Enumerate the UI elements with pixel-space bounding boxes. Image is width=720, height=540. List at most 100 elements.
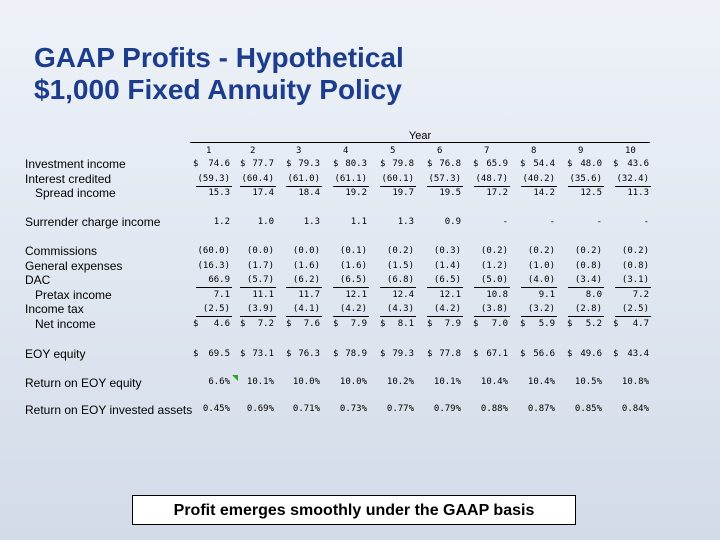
table-cell: 19.2 <box>345 188 367 198</box>
table-cell: 69.5 <box>208 349 230 359</box>
table-cell: 48.0 <box>580 159 602 169</box>
year-col-6: 6 <box>437 146 443 156</box>
table-cell: 18.4 <box>298 188 320 198</box>
table-cell: - <box>596 217 602 227</box>
table-cell: 19.7 <box>392 188 414 198</box>
dollar-sign: $ <box>473 319 479 329</box>
table-cell: (5.0) <box>480 275 508 285</box>
dollar-sign: $ <box>380 319 386 329</box>
table-cell: 79.3 <box>298 159 320 169</box>
row-label: Surrender charge income <box>25 215 161 229</box>
title-line-2: $1,000 Fixed Annuity Policy <box>34 74 402 105</box>
title-line-1: GAAP Profits - Hypothetical <box>34 42 404 73</box>
table-cell: (3.9) <box>246 304 274 314</box>
year-col-1: 1 <box>206 146 212 156</box>
dollar-sign: $ <box>473 159 479 169</box>
table-cell: 6.6% <box>208 377 230 387</box>
row-label: Pretax income <box>35 288 112 302</box>
table-cell: (60.0) <box>197 246 230 256</box>
dollar-sign: $ <box>193 159 199 169</box>
subtotal-rule <box>286 287 322 288</box>
table-cell: (57.3) <box>428 174 461 184</box>
subtotal-rule <box>333 316 369 317</box>
table-cell: 19.5 <box>439 188 461 198</box>
subtotal-rule <box>333 287 369 288</box>
row-label: Income tax <box>25 302 84 316</box>
table-cell: 12.4 <box>392 290 414 300</box>
table-cell: (3.8) <box>480 304 508 314</box>
row-label: Return on EOY invested assets <box>25 403 193 417</box>
table-cell: 14.2 <box>533 188 555 198</box>
table-cell: 7.0 <box>491 319 508 329</box>
dollar-sign: $ <box>286 349 292 359</box>
table-cell: 10.1% <box>246 377 274 387</box>
callout-box: Profit emerges smoothly under the GAAP b… <box>132 495 576 525</box>
table-cell: 12.1 <box>439 290 461 300</box>
year-col-2: 2 <box>250 146 256 156</box>
year-col-5: 5 <box>390 146 396 156</box>
table-cell: (0.2) <box>574 246 602 256</box>
table-cell: 43.4 <box>627 349 649 359</box>
dollar-sign: $ <box>427 319 433 329</box>
table-cell: 10.4% <box>480 377 508 387</box>
table-cell: 78.9 <box>345 349 367 359</box>
table-cell: (59.3) <box>197 174 230 184</box>
table-cell: 0.69% <box>246 404 274 414</box>
table-cell: 0.88% <box>480 404 508 414</box>
table-cell: 17.4 <box>252 188 274 198</box>
table-cell: (0.1) <box>339 246 367 256</box>
subtotal-rule <box>521 186 557 187</box>
table-cell: 4.7 <box>632 319 649 329</box>
dollar-sign: $ <box>567 159 573 169</box>
subtotal-rule <box>240 287 276 288</box>
table-cell: 5.2 <box>585 319 602 329</box>
table-cell: 7.2 <box>632 290 649 300</box>
table-cell: 0.9 <box>444 217 461 227</box>
subtotal-rule <box>427 287 463 288</box>
table-cell: - <box>502 217 508 227</box>
table-cell: 10.1% <box>433 377 461 387</box>
table-cell: (0.8) <box>621 261 649 271</box>
table-cell: (6.5) <box>339 275 367 285</box>
dollar-sign: $ <box>427 349 433 359</box>
subtotal-rule <box>568 186 604 187</box>
dollar-sign: $ <box>427 159 433 169</box>
table-cell: 66.9 <box>208 275 230 285</box>
row-label: EOY equity <box>25 347 86 361</box>
subtotal-rule <box>240 186 276 187</box>
dollar-sign: $ <box>380 159 386 169</box>
subtotal-rule <box>380 316 416 317</box>
table-cell: 7.9 <box>444 319 461 329</box>
table-cell: 0.73% <box>339 404 367 414</box>
dollar-sign: $ <box>240 349 246 359</box>
table-cell: 1.1 <box>350 217 367 227</box>
table-cell: (61.0) <box>287 174 320 184</box>
table-cell: 11.1 <box>252 290 274 300</box>
table-cell: 56.6 <box>533 349 555 359</box>
table-cell: (3.2) <box>527 304 555 314</box>
table-cell: 0.87% <box>527 404 555 414</box>
dollar-sign: $ <box>380 349 386 359</box>
table-cell: (32.4) <box>616 174 649 184</box>
table-cell: (0.2) <box>386 246 414 256</box>
dollar-sign: $ <box>613 159 619 169</box>
slide-title: GAAP Profits - Hypothetical $1,000 Fixed… <box>34 42 404 106</box>
row-label: Investment income <box>25 157 126 171</box>
dollar-sign: $ <box>473 349 479 359</box>
dollar-sign: $ <box>613 349 619 359</box>
table-cell: 7.1 <box>213 290 230 300</box>
dollar-sign: $ <box>567 349 573 359</box>
dollar-sign: $ <box>286 319 292 329</box>
subtotal-rule <box>474 186 510 187</box>
table-cell: (6.5) <box>433 275 461 285</box>
row-label: Net income <box>35 317 96 331</box>
table-cell: 10.5% <box>574 377 602 387</box>
table-cell: 15.3 <box>208 188 230 198</box>
table-cell: 5.9 <box>538 319 555 329</box>
row-label: Commissions <box>25 244 98 258</box>
year-col-4: 4 <box>343 146 349 156</box>
table-cell: (0.0) <box>292 246 320 256</box>
table-cell: 80.3 <box>345 159 367 169</box>
dollar-sign: $ <box>333 319 339 329</box>
table-cell: 0.71% <box>292 404 320 414</box>
